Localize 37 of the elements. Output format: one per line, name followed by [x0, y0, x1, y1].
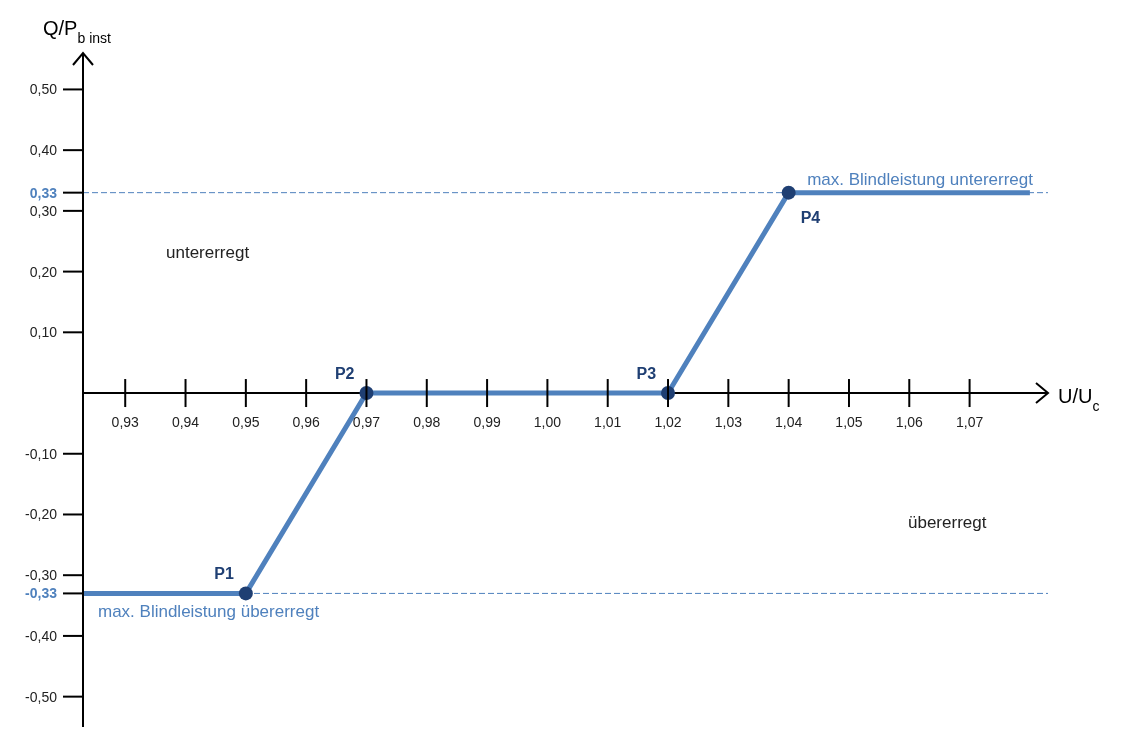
y-tick-label: -0,40 — [25, 627, 58, 644]
y-tick-label: -0,20 — [25, 506, 58, 523]
annotation: P4 — [800, 208, 821, 226]
y-axis-title: Q/P$_{b inst}$ — [43, 17, 112, 46]
x-tick-label: 1,06 — [895, 414, 924, 431]
y-tick-label: 0,10 — [29, 324, 58, 341]
y-tick-label: 0,50 — [29, 81, 58, 98]
y-tick-label: -0,33 — [25, 585, 58, 602]
x-tick-label: 1,03 — [714, 414, 743, 431]
x-tick-label: 0,97 — [352, 414, 381, 431]
x-tick-label: 1,04 — [775, 414, 803, 431]
x-tick-label: 0,99 — [473, 414, 501, 431]
y-tick-label: 0,20 — [29, 263, 58, 280]
y-tick-label: -0,30 — [25, 567, 58, 584]
x-tick-label: 0,96 — [292, 414, 320, 431]
y-tick-label: 0,30 — [29, 202, 58, 219]
y-tick-label: -0,10 — [25, 445, 58, 462]
annotation: P3 — [636, 365, 657, 383]
ref-line-label: max. Blindleistung untererregt — [807, 169, 1034, 189]
annotation: untererregt — [166, 243, 250, 262]
x-tick-label: 0,94 — [171, 414, 200, 431]
x-tick-label: 1,05 — [835, 414, 863, 431]
x-tick-label: 1,07 — [955, 414, 984, 431]
ref-line-label: max. Blindleistung übererregt — [98, 602, 320, 622]
x-tick-label: 1,01 — [594, 414, 622, 431]
y-tick-label: -0,50 — [25, 688, 58, 705]
x-tick-label: 1,02 — [654, 414, 682, 431]
annotation: P1 — [214, 565, 234, 583]
annotation: übererregt — [908, 513, 987, 532]
x-tick-label: 0,98 — [413, 414, 441, 431]
x-tick-label: 0,93 — [111, 414, 140, 431]
x-tick-label: 1,00 — [533, 414, 562, 431]
y-tick-label: 0,40 — [29, 142, 58, 159]
annotation: P2 — [334, 365, 355, 383]
x-tick-label: 0,95 — [232, 414, 260, 431]
y-tick-label: 0,33 — [29, 184, 58, 201]
x-axis-title: U/U$_{c}$ — [1058, 385, 1100, 415]
